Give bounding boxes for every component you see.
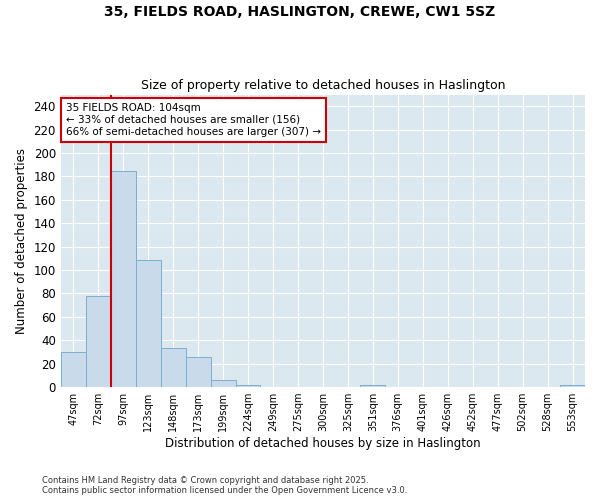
Text: Contains HM Land Registry data © Crown copyright and database right 2025.
Contai: Contains HM Land Registry data © Crown c… <box>42 476 407 495</box>
Title: Size of property relative to detached houses in Haslington: Size of property relative to detached ho… <box>140 79 505 92</box>
Bar <box>86 296 111 387</box>
Text: 35, FIELDS ROAD, HASLINGTON, CREWE, CW1 5SZ: 35, FIELDS ROAD, HASLINGTON, CREWE, CW1 … <box>104 5 496 19</box>
Bar <box>111 170 136 387</box>
Bar <box>211 380 236 387</box>
Text: 35 FIELDS ROAD: 104sqm
← 33% of detached houses are smaller (156)
66% of semi-de: 35 FIELDS ROAD: 104sqm ← 33% of detached… <box>66 104 321 136</box>
Bar <box>161 348 185 387</box>
Bar <box>136 260 161 387</box>
Bar <box>236 384 260 387</box>
Bar <box>361 384 385 387</box>
Bar <box>185 356 211 387</box>
Y-axis label: Number of detached properties: Number of detached properties <box>15 148 28 334</box>
X-axis label: Distribution of detached houses by size in Haslington: Distribution of detached houses by size … <box>165 437 481 450</box>
Bar <box>61 352 86 387</box>
Bar <box>560 384 585 387</box>
